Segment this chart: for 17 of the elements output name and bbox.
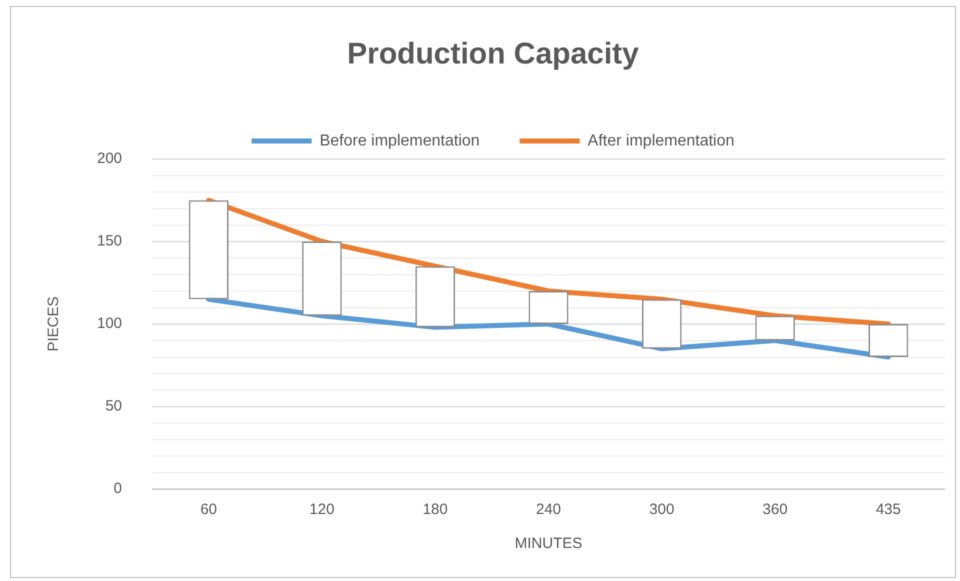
y-tick-label: 100 [96,315,122,332]
legend-label: After implementation [588,132,734,150]
x-tick-label: 435 [876,501,901,518]
x-tick-label: 60 [200,501,218,518]
x-tick-label: 360 [762,501,788,518]
chart-title: Production Capacity [347,37,640,70]
legend-label: Before implementation [320,132,480,150]
y-tick-label: 200 [96,150,122,168]
x-tick-label: 120 [309,501,334,518]
x-tick-label: 240 [536,501,562,518]
x-tick-label: 300 [649,501,674,518]
y-tick-label: 150 [96,232,122,250]
x-axis-title: MINUTES [514,535,582,552]
y-axis-title: PIECES [45,296,62,352]
y-tick-label: 50 [105,398,122,415]
x-tick-label: 180 [422,501,448,518]
y-tick-label: 0 [114,480,122,498]
